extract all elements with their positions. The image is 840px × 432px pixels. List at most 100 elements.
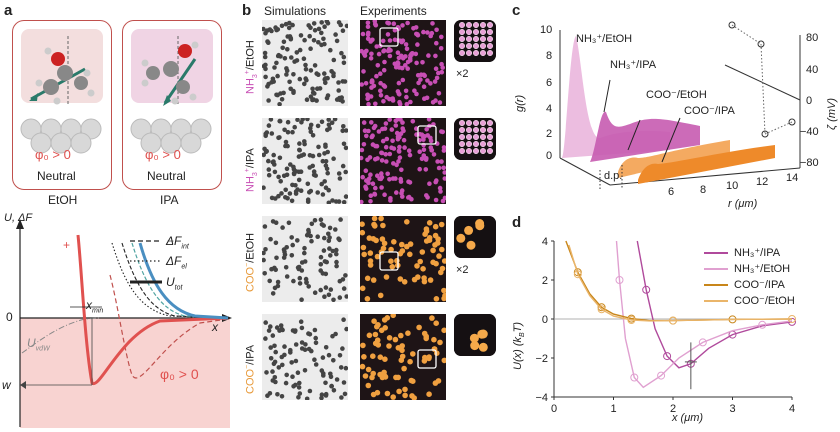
chart-series-line-1 <box>615 240 793 389</box>
row-label-0: NH3+/EtOH <box>244 40 259 94</box>
zeta-tick-80: 80 <box>806 32 819 44</box>
chart-point-3 <box>573 270 582 279</box>
black-dotted-curve <box>111 242 229 319</box>
experiment-tile-1 <box>360 118 446 204</box>
gr-label-nh3-etoh: NH₃⁺/EtOH <box>576 33 633 45</box>
chart-series-line-3 <box>568 244 793 322</box>
row-label-1: NH3+/IPA <box>244 148 259 192</box>
row-label-3: COO−/IPA <box>244 344 257 394</box>
gr-x-tick-8: 8 <box>700 184 707 196</box>
series-coo-ipa <box>638 145 775 184</box>
gr-y-tick-2: 2 <box>546 128 553 140</box>
col-title-simulations: Simulations <box>264 4 327 18</box>
gr-x-tick-12: 12 <box>756 176 769 188</box>
row-label-2: COO−/EtOH <box>244 232 257 292</box>
chart-point-3 <box>627 316 636 324</box>
legend-item-3: COO⁻/EtOH <box>704 294 795 307</box>
chart-point-1 <box>630 373 639 382</box>
chart-point-2 <box>573 268 582 277</box>
legend-item-2: COO⁻/IPA <box>704 278 785 291</box>
zeta-tick-m40: −40 <box>800 126 819 138</box>
zoom-tile-1 <box>454 118 496 160</box>
zeta-tick-40: 40 <box>806 64 819 76</box>
etoh-molecule-illustration <box>20 36 102 154</box>
legend-label: NH₃⁺/EtOH <box>734 263 791 275</box>
energy-plus-label: + <box>63 238 71 252</box>
dp-label: d.p. <box>604 170 623 182</box>
legend-swatch <box>704 268 728 271</box>
etoh-neutral-label: Neutral <box>37 169 76 183</box>
potential-x-label: x (μm) <box>672 412 704 424</box>
chart-point-0 <box>663 352 672 361</box>
solvent-label-ipa: IPA <box>160 193 179 207</box>
gr-x-label: r (μm) <box>728 198 758 210</box>
simulation-tile-2 <box>262 216 348 302</box>
legend-item-1: NH₃⁺/EtOH <box>704 262 790 275</box>
chart-series-line-0 <box>636 240 793 369</box>
panel-label-d: d <box>512 214 522 231</box>
energy-minus-label: − <box>167 234 175 248</box>
gr-y-tick-6: 6 <box>546 77 553 89</box>
ipa-molecule-illustration <box>130 36 212 154</box>
chart-y-tick-label: −2 <box>535 353 548 365</box>
solvent-label-etoh: EtOH <box>48 193 78 207</box>
legend-solid-label: Utot <box>166 275 183 292</box>
legend-swatch <box>704 284 728 287</box>
panel-label-b: b <box>242 2 252 19</box>
legend-dotted-label: ΔFel <box>166 254 187 271</box>
chart-y-tick-label: 2 <box>542 275 548 287</box>
legend-label: NH₃⁺/IPA <box>734 247 781 259</box>
chart-x-tick-label: 4 <box>789 403 795 415</box>
energy-phi-label: φ₀ > 0 <box>160 366 199 382</box>
energy-zero-label: 0 <box>6 310 13 324</box>
energy-w-label: w <box>2 378 11 392</box>
zeta-label: ζ (mV) <box>826 98 838 130</box>
teal-dashed-curve <box>131 242 229 319</box>
panel-label-c: c <box>512 2 521 19</box>
chart-point-3 <box>597 305 606 314</box>
chart-point-2 <box>597 303 606 312</box>
gr-y-tick-4: 4 <box>546 103 553 115</box>
chart-y-tick-label: 0 <box>542 314 548 326</box>
ipa-neutral-label: Neutral <box>147 169 186 183</box>
chart-y-tick-label: −4 <box>535 392 548 404</box>
gr-x-tick-6: 6 <box>668 186 675 198</box>
chart-point-1 <box>758 320 767 329</box>
legend-label: COO⁻/EtOH <box>734 295 795 307</box>
etoh-phi-label: φ₀ > 0 <box>35 147 71 162</box>
panel-label-a: a <box>4 2 13 19</box>
gr-y-tick-10: 10 <box>540 24 553 36</box>
experiment-tile-0 <box>360 20 446 106</box>
chart-y-tick-label: 4 <box>542 236 548 248</box>
gr-label-nh3-ipa: NH₃⁺/IPA <box>610 59 657 71</box>
chart-x-tick-label: 2 <box>670 403 676 415</box>
potential-y-label: U(x) (kBT) <box>512 321 527 370</box>
legend-item-0: NH₃⁺/IPA <box>704 246 780 259</box>
gr-label-coo-ipa: COO⁻/IPA <box>684 105 735 117</box>
col-title-experiments: Experiments <box>360 4 427 18</box>
chart-point-1 <box>615 276 624 284</box>
etoh-molecule-box: φ₀ > 0 Neutral <box>12 20 112 190</box>
legend-label: COO⁻/IPA <box>734 279 785 291</box>
chart-x-tick-label: 1 <box>610 403 616 415</box>
experiment-tile-2 <box>360 216 446 302</box>
zeta-tick-m80: −80 <box>800 157 819 169</box>
ipa-molecule-box: φ₀ > 0 Neutral <box>122 20 222 190</box>
zoom-tile-2 <box>454 216 496 258</box>
gr-label-coo-etoh: COO⁻/EtOH <box>646 89 707 101</box>
chart-point-3 <box>669 316 677 325</box>
chart-point-1 <box>698 338 707 347</box>
scale-label-0: ×2 <box>456 68 469 80</box>
red-dashed-curve <box>109 274 229 379</box>
energy-y-axis-label: U, ΔF <box>4 212 33 224</box>
legend-dashed-label: ΔFint <box>166 234 189 251</box>
zoom-tile-0 <box>454 20 496 62</box>
gr-x-tick-10: 10 <box>726 180 739 192</box>
simulation-tile-3 <box>262 314 348 400</box>
potential-chart: −4 −2 0 2 4 0 1 2 3 4 <box>535 236 796 415</box>
gr-x-tick-14: 14 <box>786 172 799 184</box>
energy-schematic <box>16 219 232 428</box>
ipa-phi-label: φ₀ > 0 <box>145 147 181 162</box>
uvdw-label: UvdW <box>27 336 50 353</box>
chart-point-0 <box>642 285 651 294</box>
